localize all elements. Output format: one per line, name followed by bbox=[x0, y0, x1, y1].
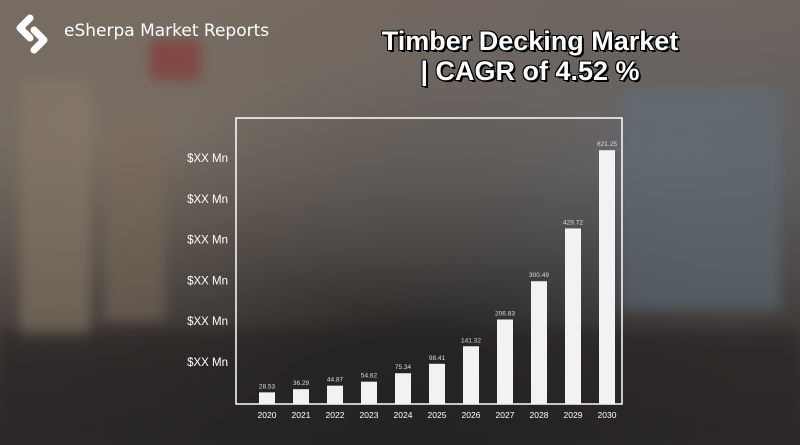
x-tick-label: 2023 bbox=[360, 410, 379, 420]
x-tick-label: 2028 bbox=[530, 410, 549, 420]
bar bbox=[463, 346, 479, 404]
bar-data-label: 300.49 bbox=[529, 272, 549, 279]
x-tick-label: 2025 bbox=[428, 410, 447, 420]
bar bbox=[259, 392, 275, 404]
chart-title: Timber Decking Market | CAGR of 4.52 % bbox=[330, 26, 730, 86]
background-shelf bbox=[620, 90, 780, 310]
brand-name: eSherpa Market Reports bbox=[64, 21, 270, 41]
chart-title-line-1: Timber Decking Market bbox=[381, 26, 679, 56]
x-tick-label: 2022 bbox=[326, 410, 345, 420]
brand-header: eSherpa Market Reports bbox=[8, 10, 269, 58]
bar-data-label: 206.83 bbox=[495, 310, 515, 317]
y-tick-label: $XX Mn bbox=[187, 153, 228, 165]
bar bbox=[327, 385, 343, 404]
background-shelf bbox=[20, 80, 90, 340]
y-tick-label: $XX Mn bbox=[187, 275, 228, 287]
bar bbox=[395, 373, 411, 404]
bar bbox=[599, 150, 615, 404]
bar-data-label: 28.53 bbox=[259, 383, 276, 390]
bar-data-label: 141.32 bbox=[461, 337, 481, 344]
x-tick-label: 2030 bbox=[598, 410, 617, 420]
y-tick-label: $XX Mn bbox=[187, 194, 228, 206]
x-tick-label: 2027 bbox=[496, 410, 515, 420]
bar-data-label: 429.72 bbox=[563, 219, 583, 226]
chart-title-line-2: | CAGR of 4.52 % bbox=[420, 56, 640, 86]
bar bbox=[497, 319, 513, 404]
y-tick-label: $XX Mn bbox=[187, 316, 228, 328]
x-tick-label: 2026 bbox=[462, 410, 481, 420]
bar bbox=[429, 363, 445, 404]
bar-chart: $XX Mn $XX Mn $XX Mn $XX Mn $XX Mn $XX Mn 28.5… bbox=[187, 117, 623, 420]
y-tick-label: $XX Mn bbox=[187, 235, 228, 247]
bar bbox=[531, 281, 547, 404]
esherpa-logo-icon bbox=[16, 14, 48, 54]
bar bbox=[293, 389, 309, 404]
bar-data-label: 54.62 bbox=[361, 373, 378, 380]
background-sign bbox=[150, 40, 200, 80]
bar-data-label: 75.34 bbox=[395, 364, 412, 371]
bar bbox=[361, 381, 377, 404]
x-tick-label: 2021 bbox=[292, 410, 311, 420]
x-tick-label: 2020 bbox=[258, 410, 277, 420]
x-tick-label: 2029 bbox=[564, 410, 583, 420]
bar-data-label: 98.41 bbox=[429, 355, 446, 362]
bar-data-label: 36.29 bbox=[293, 380, 310, 387]
bar bbox=[565, 228, 581, 404]
y-tick-label: $XX Mn bbox=[187, 357, 228, 369]
bar-data-label: 44.87 bbox=[327, 377, 344, 384]
background-shelf bbox=[105, 120, 165, 320]
bar-data-label: 621.25 bbox=[597, 141, 617, 148]
x-tick-label: 2024 bbox=[394, 410, 413, 420]
